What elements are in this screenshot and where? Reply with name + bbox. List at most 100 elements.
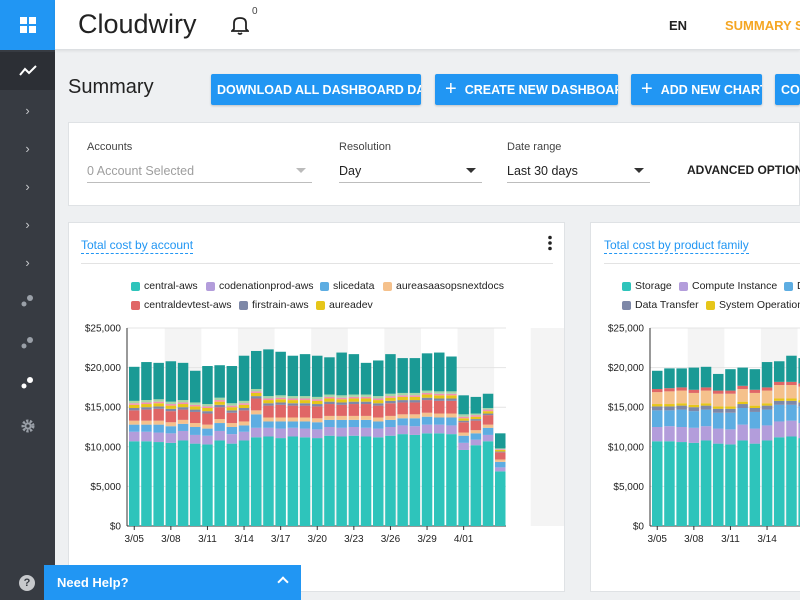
bar-segment xyxy=(153,403,164,407)
legend-item[interactable]: centraldevtest-aws xyxy=(131,299,232,311)
legend-item[interactable]: System Operation xyxy=(706,299,800,311)
bar-segment xyxy=(713,393,724,407)
bar-segment xyxy=(470,433,482,440)
bar-segment xyxy=(688,442,700,526)
plus-icon: + xyxy=(641,78,653,100)
bar-segment xyxy=(238,421,250,426)
advanced-options-button[interactable]: ADVANCED OPTIONS xyxy=(687,163,800,177)
bar-segment xyxy=(214,407,225,420)
legend-item[interactable]: Data Transfer xyxy=(622,299,699,311)
more-vert-icon[interactable] xyxy=(547,235,553,251)
chart-title[interactable]: Total cost by account xyxy=(81,238,194,254)
bar-segment xyxy=(482,393,494,408)
bar-segment xyxy=(129,441,140,526)
sidebar-expand-chevron-5[interactable]: › xyxy=(0,243,55,281)
bar-segment xyxy=(153,442,164,526)
bar-segment xyxy=(749,389,761,393)
bar-segment xyxy=(470,420,482,431)
bell-icon[interactable] xyxy=(229,15,251,37)
summary-link[interactable]: SUMMARY SA xyxy=(725,18,800,33)
bar-segment xyxy=(409,418,421,427)
help-icon[interactable]: ? xyxy=(19,575,35,591)
legend-item[interactable]: Compute Instance xyxy=(679,280,777,292)
bar-segment xyxy=(190,411,201,424)
bar-segment xyxy=(688,427,700,443)
bar-segment xyxy=(409,400,421,403)
bar-segment xyxy=(373,428,384,438)
bar-segment xyxy=(664,388,675,392)
chart-title[interactable]: Total cost by product family xyxy=(604,238,749,254)
bar-segment xyxy=(434,413,445,418)
add-chart-button[interactable]: + ADD NEW CHART xyxy=(631,74,762,105)
date-range-select[interactable]: Last 30 days xyxy=(507,159,650,183)
y-tick-label: $5,000 xyxy=(90,482,121,493)
bar-segment xyxy=(688,404,700,408)
bar-segment xyxy=(700,366,712,388)
bar-segment xyxy=(153,406,164,409)
bar-segment xyxy=(129,400,140,404)
legend-item[interactable]: D xyxy=(784,280,800,292)
divider xyxy=(604,263,800,264)
bar-segment xyxy=(360,404,372,416)
legend-item[interactable]: Storage xyxy=(622,280,672,292)
dots-icon[interactable] xyxy=(0,282,55,320)
bar-segment xyxy=(202,366,213,405)
bar-segment xyxy=(238,355,250,401)
more-actions-button[interactable]: CO xyxy=(775,74,800,105)
bar-segment xyxy=(798,402,800,407)
bar-segment xyxy=(385,397,396,401)
bar-segment xyxy=(761,409,773,426)
bar-segment xyxy=(458,416,469,419)
bar-segment xyxy=(348,415,360,420)
legend-item[interactable]: aureadev xyxy=(316,299,373,311)
bar-segment xyxy=(287,436,299,526)
bar-segment xyxy=(434,395,445,399)
sidebar-expand-chevron-3[interactable]: › xyxy=(0,167,55,205)
sidebar-expand-chevron-2[interactable]: › xyxy=(0,129,55,167)
language-selector[interactable]: EN xyxy=(669,18,688,33)
accounts-value: 0 Account Selected xyxy=(87,163,195,178)
bar-segment xyxy=(652,404,663,407)
dots-icon[interactable] xyxy=(0,324,55,362)
legend-item[interactable]: central-aws xyxy=(131,280,198,292)
bar-segment xyxy=(360,436,372,526)
need-help-bar[interactable]: Need Help? xyxy=(44,565,301,600)
bar-segment xyxy=(177,423,189,431)
bar-segment xyxy=(336,415,347,420)
bar-segment xyxy=(299,417,311,422)
dashboard-grid-icon[interactable] xyxy=(0,0,55,50)
bar-segment xyxy=(177,402,189,405)
bar-segment xyxy=(153,399,164,402)
bar-segment xyxy=(214,423,225,431)
app-title: Cloudwiry xyxy=(78,9,197,39)
legend-label: Storage xyxy=(635,280,672,292)
sidebar-expand-chevron-4[interactable]: › xyxy=(0,205,55,243)
bar-segment xyxy=(165,442,177,526)
sidebar-expand-chevron-1[interactable]: › xyxy=(0,91,55,129)
dots-icon[interactable] xyxy=(0,364,55,402)
gear-icon[interactable] xyxy=(0,407,55,445)
create-dashboard-button[interactable]: + CREATE NEW DASHBOARD xyxy=(435,74,618,105)
bar-segment xyxy=(397,434,408,526)
legend-swatch xyxy=(239,300,248,310)
resolution-select[interactable]: Day xyxy=(339,159,482,183)
accounts-select[interactable]: 0 Account Selected xyxy=(87,159,312,183)
legend-item[interactable]: aureasaasopsnextdocs xyxy=(383,280,504,292)
bar-segment xyxy=(409,414,421,419)
legend-item[interactable]: slicedata xyxy=(320,280,374,292)
bar-segment xyxy=(299,405,311,418)
legend-item[interactable]: firstrain-aws xyxy=(239,299,309,311)
legend-item[interactable]: codenationprod-aws xyxy=(206,280,314,292)
bar-segment xyxy=(312,396,323,400)
chevron-right-icon: › xyxy=(25,178,30,194)
bar-segment xyxy=(299,396,311,399)
bar-segment xyxy=(737,404,748,408)
bar-segment xyxy=(676,390,687,404)
download-dashboard-data-button[interactable]: DOWNLOAD ALL DASHBOARD DATA xyxy=(211,74,421,105)
legend-swatch xyxy=(206,281,215,291)
legend-swatch xyxy=(383,281,392,291)
bar-segment xyxy=(774,404,785,422)
trend-icon[interactable] xyxy=(0,52,55,90)
bar-segment xyxy=(688,389,700,393)
bar-segment xyxy=(761,387,773,391)
